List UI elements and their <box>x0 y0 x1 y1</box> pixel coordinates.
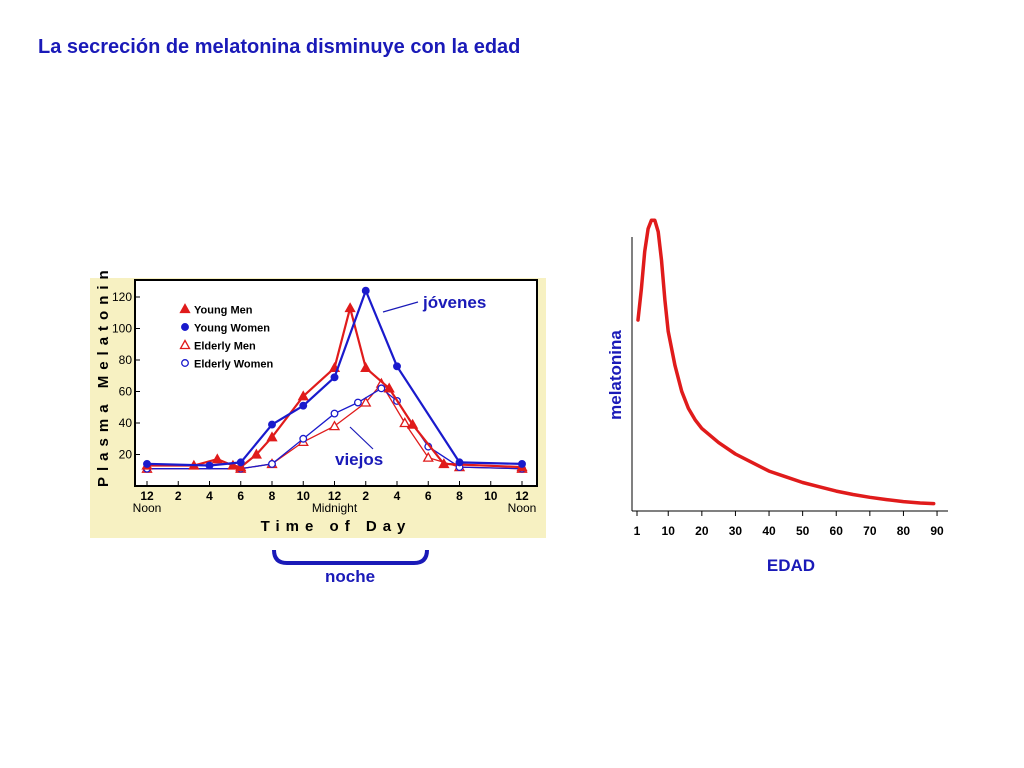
data-point <box>297 390 309 401</box>
data-point <box>383 382 395 393</box>
data-point <box>407 418 419 429</box>
x-sublabel: Midnight <box>312 501 358 515</box>
data-point <box>377 384 386 393</box>
x-sublabel: Noon <box>133 501 162 515</box>
data-point <box>360 362 372 373</box>
jovenes-pointer <box>382 301 419 313</box>
y-tick-label: 60 <box>119 385 133 399</box>
legend-entry: Elderly Women <box>181 359 274 371</box>
noche-label: noche <box>325 567 375 586</box>
x-tick-label: 2 <box>175 489 182 503</box>
legend-entry: Young Women <box>181 323 270 335</box>
legend-label: Elderly Women <box>194 359 274 371</box>
data-point <box>268 460 276 468</box>
age-tick-label: 50 <box>796 524 810 538</box>
legend-label: Young Women <box>194 323 270 335</box>
age-tick-label: 20 <box>695 524 709 538</box>
legend-marker <box>181 323 189 331</box>
series-line <box>146 287 523 467</box>
data-point <box>266 431 278 442</box>
daily-chart-plot-area <box>134 279 538 487</box>
slide-title: La secreción de melatonina disminuye con… <box>38 36 521 58</box>
y-tick-label: 80 <box>119 353 133 367</box>
legend-entry: Elderly Men <box>179 339 256 353</box>
age-tick-label: 30 <box>729 524 743 538</box>
x-tick-label: 12 <box>515 489 529 503</box>
x-tick-label: 6 <box>425 489 432 503</box>
age-tick-label: 60 <box>830 524 844 538</box>
age-tick-label: 80 <box>897 524 911 538</box>
age-melatonin-curve <box>636 218 936 506</box>
x-tick-label: 8 <box>269 489 276 503</box>
y-tick-label: 20 <box>119 448 133 462</box>
daily-chart-ylabel: Plasma Melatonin <box>95 264 112 487</box>
x-tick-label: 12 <box>328 489 342 503</box>
x-tick-label: 10 <box>297 489 311 503</box>
series-young-men <box>141 302 528 472</box>
x-tick-label: 12 <box>140 489 154 503</box>
data-point <box>330 409 339 418</box>
data-point <box>361 286 370 295</box>
data-point <box>353 398 362 407</box>
data-point <box>399 417 411 428</box>
y-tick-label: 120 <box>112 290 132 304</box>
data-point <box>227 459 239 470</box>
x-tick-label: 10 <box>484 489 498 503</box>
data-point <box>250 448 262 459</box>
daily-chart-legend: Young Men Young Women Elderly Men Elderly W… <box>179 303 274 371</box>
data-point <box>393 362 401 371</box>
data-point <box>344 302 356 313</box>
y-tick-label: 40 <box>119 416 133 430</box>
legend-label: Elderly Men <box>194 341 256 353</box>
age-chart-ticks: 1 10 20 30 40 50 60 70 80 90 <box>634 511 944 538</box>
data-point <box>422 451 434 462</box>
daily-chart-series <box>141 286 528 473</box>
age-chart-xlabel: EDAD <box>767 556 815 575</box>
data-point <box>299 434 308 443</box>
age-tick-label: 1 <box>634 524 641 538</box>
age-chart-ylabel: melatonina <box>606 330 625 420</box>
data-point <box>211 453 223 464</box>
data-point <box>236 458 245 467</box>
x-tick-label: 8 <box>456 489 463 503</box>
age-tick-label: 70 <box>863 524 877 538</box>
age-tick-label: 10 <box>662 524 676 538</box>
data-point <box>299 401 308 410</box>
data-point <box>268 420 276 429</box>
data-point <box>518 460 526 468</box>
x-tick-label: 6 <box>237 489 244 503</box>
age-tick-label: 90 <box>930 524 944 538</box>
viejos-label: viejos <box>335 450 383 469</box>
legend-entry: Young Men <box>179 303 253 317</box>
viejos-pointer <box>349 426 374 450</box>
x-tick-label: 4 <box>206 489 213 503</box>
x-tick-label: 4 <box>394 489 401 503</box>
data-point <box>330 373 339 382</box>
x-sublabel: Noon <box>508 501 537 515</box>
data-point <box>143 460 151 468</box>
data-point <box>328 420 341 431</box>
jovenes-label: jóvenes <box>422 293 486 312</box>
y-tick-label: 100 <box>112 322 132 336</box>
data-point <box>360 396 372 407</box>
data-point <box>205 461 214 470</box>
noche-bracket <box>272 549 429 565</box>
legend-marker <box>181 359 189 367</box>
x-tick-label: 2 <box>362 489 369 503</box>
data-point <box>438 458 450 469</box>
series-young-women <box>143 286 526 470</box>
age-tick-label: 40 <box>762 524 776 538</box>
data-point <box>455 458 464 467</box>
legend-marker <box>179 339 191 350</box>
data-point <box>235 461 247 472</box>
daily-chart-xlabel: Time of Day <box>261 518 412 535</box>
legend-marker <box>179 303 191 314</box>
legend-label: Young Men <box>194 305 253 317</box>
